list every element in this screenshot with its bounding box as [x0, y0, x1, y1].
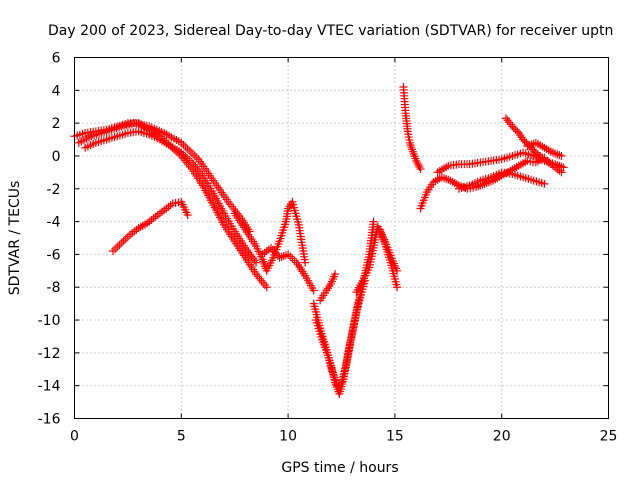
x-tick-label: 5: [177, 429, 186, 445]
series-track-f: [258, 243, 318, 295]
data-point-fill: [111, 245, 120, 254]
data-point: [252, 258, 261, 267]
y-tick-label: -8: [47, 280, 61, 296]
data-point-fill: [505, 118, 514, 127]
data-point-fill: [179, 140, 188, 149]
data-point-fill: [415, 163, 424, 172]
x-tick-label: 15: [386, 429, 404, 445]
plot-frame: [74, 57, 609, 419]
data-point-fill: [183, 144, 192, 153]
data-point-fill: [414, 160, 423, 169]
data-point: [393, 266, 402, 275]
data-point-fill: [121, 234, 130, 243]
data-point: [412, 156, 421, 165]
y-axis-label: SDTVAR / TECUs: [7, 181, 23, 296]
y-tick-label: 6: [52, 51, 61, 67]
data-point: [331, 270, 340, 279]
series-track-l: [399, 83, 425, 174]
series-track-h: [311, 276, 369, 390]
y-tick-label: 4: [52, 83, 61, 99]
y-tick-label: -4: [47, 215, 61, 231]
data-point-fill: [123, 232, 132, 241]
data-point: [117, 238, 126, 247]
data-point-fill: [181, 142, 190, 151]
data-point-fill: [185, 147, 194, 156]
series-track-o: [454, 168, 549, 193]
data-point-fill: [286, 252, 295, 261]
data-point: [557, 168, 566, 177]
data-point-fill: [257, 276, 266, 285]
data-point: [559, 163, 568, 172]
data-point: [262, 283, 271, 292]
data-point: [301, 258, 310, 267]
y-tick-label: -2: [47, 182, 61, 198]
data-point-fill: [255, 274, 264, 283]
y-tick-label: -10: [38, 313, 61, 329]
series-track-d: [108, 197, 192, 256]
data-point-fill: [268, 245, 277, 254]
y-tick-label: 2: [52, 116, 61, 132]
data-point-fill: [503, 116, 512, 125]
data-point: [309, 286, 318, 295]
data-point-fill: [115, 240, 124, 249]
chart-title: Day 200 of 2023, Sidereal Day-to-day VTE…: [48, 23, 613, 39]
x-axis-label: GPS time / hours: [281, 460, 398, 476]
x-tick-label: 0: [70, 429, 79, 445]
y-tick-label: -6: [47, 247, 61, 263]
data-point: [540, 179, 549, 188]
series-track-i: [316, 270, 340, 305]
x-tick-label: 10: [279, 429, 297, 445]
y-tick-label: 0: [52, 149, 61, 165]
y-tick-label: -16: [38, 412, 61, 428]
data-point-fill: [260, 281, 269, 290]
data-point-fill: [290, 256, 299, 265]
data-point-fill: [272, 249, 281, 258]
data-point-fill: [259, 278, 268, 287]
data-point: [267, 243, 276, 252]
grid: [74, 57, 609, 419]
data-point: [393, 283, 402, 292]
data-point: [557, 151, 566, 160]
data-point-fill: [530, 147, 539, 156]
data-point: [108, 247, 117, 256]
data-point-fill: [119, 236, 128, 245]
series-track-q: [523, 138, 566, 160]
series-track-j: [352, 222, 402, 297]
y-tick-label: -12: [38, 346, 61, 362]
data-point-fill: [113, 243, 122, 252]
data-point-fill: [190, 151, 199, 160]
data-point: [369, 217, 378, 226]
data-point: [501, 114, 510, 123]
x-tick-label: 25: [600, 429, 618, 445]
series-track-k: [375, 225, 402, 275]
y-tick-label: -14: [38, 379, 61, 395]
data-point-fill: [270, 247, 279, 256]
data-point: [416, 165, 425, 174]
data-marks: [70, 83, 568, 398]
data-point: [183, 211, 192, 220]
series-track-c: [74, 119, 254, 236]
series-track-b: [81, 127, 261, 267]
data-point-fill: [413, 158, 422, 167]
x-tick-label: 20: [493, 429, 511, 445]
series-track-e: [230, 197, 310, 275]
